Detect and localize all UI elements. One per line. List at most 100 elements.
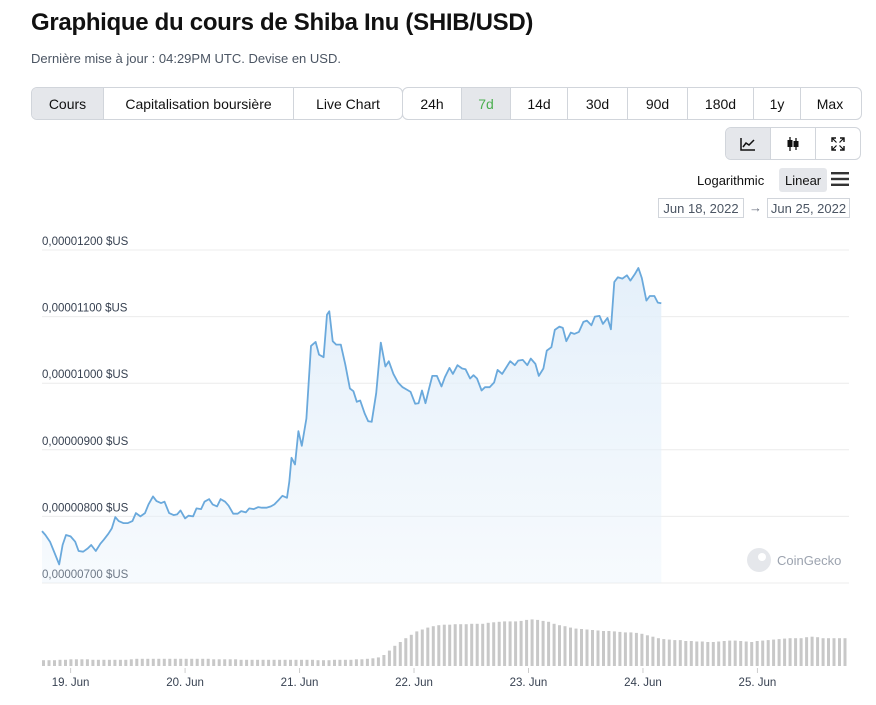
volume-bar [234, 659, 238, 666]
volume-bar [481, 623, 485, 666]
volume-bar [667, 639, 671, 666]
volume-bar [558, 625, 561, 666]
volume-bar [146, 658, 150, 666]
range-1y-button[interactable]: 1y [754, 88, 801, 119]
tab-price[interactable]: Cours [32, 88, 104, 119]
volume-bar [453, 624, 457, 666]
volume-bar [832, 638, 836, 666]
volume-bar [838, 638, 841, 666]
volume-bar [113, 659, 117, 666]
volume-bar [102, 659, 106, 666]
volume-bar [223, 659, 227, 666]
range-7d-button[interactable]: 7d [462, 88, 511, 119]
volume-bar [415, 631, 419, 666]
price-line [41, 267, 662, 566]
volume-bar [278, 659, 282, 666]
tab-live-chart[interactable]: Live Chart [316, 95, 380, 112]
volume-bar [338, 659, 342, 666]
volume-bar [239, 659, 243, 666]
range-30d-button[interactable]: 30d [568, 88, 628, 119]
range-180d-button[interactable]: 180d [688, 88, 754, 119]
volume-bar [514, 621, 518, 666]
volume-bar [228, 659, 232, 666]
volume-bar [74, 659, 78, 666]
range-max-button[interactable]: Max [816, 95, 844, 112]
volume-bar [794, 638, 798, 666]
volume-bar [503, 621, 507, 666]
y-tick-label: 0,00000900 $US [42, 436, 129, 448]
volume-bar [612, 631, 616, 666]
y-tick-label: 0,00001100 $US [42, 303, 128, 315]
volume-bar [118, 659, 122, 666]
volume-bar [398, 642, 402, 666]
volume-bar [739, 641, 743, 666]
volume-bar [195, 658, 199, 666]
volume-bar [409, 634, 413, 666]
volume-bar [404, 638, 408, 666]
volume-bar [190, 658, 194, 666]
volume-bar [173, 658, 177, 666]
volume-bar [305, 659, 309, 666]
volume-bar [618, 631, 622, 666]
volume-bar [574, 628, 578, 666]
volume-bar [437, 625, 441, 666]
volume-bar [733, 640, 737, 666]
linear-scale-toggle[interactable]: Linear [779, 168, 828, 192]
volume-bar [289, 659, 292, 666]
volume-bar [508, 621, 512, 666]
volume-bar [470, 623, 474, 666]
volume-bar [365, 658, 369, 666]
volume-bar [272, 659, 276, 666]
volume-bar [124, 659, 128, 666]
fullscreen-button[interactable] [816, 128, 860, 159]
volume-bar [311, 659, 314, 666]
volume-bar [343, 659, 347, 666]
menu-icon[interactable] [831, 171, 849, 187]
x-axis-labels: 19. Jun 20. Jun 21. Jun 22. Jun 23. Jun 24. J… [52, 668, 776, 689]
date-from-input[interactable]: Jun 18, 2022 [658, 198, 744, 218]
candlestick-chart-button[interactable] [771, 128, 816, 159]
volume-bar [662, 639, 666, 666]
volume-bar [80, 659, 84, 666]
volume-bar [541, 620, 545, 666]
volume-bar [695, 641, 699, 666]
volume-bar [91, 659, 95, 666]
logarithmic-scale-toggle[interactable]: Logarithmic [697, 172, 765, 188]
volume-bar [728, 640, 732, 666]
volume-bar [267, 659, 271, 666]
volume-bar [442, 624, 446, 666]
volume-bar [448, 624, 452, 666]
volume-bar [475, 623, 479, 666]
date-to-input[interactable]: Jun 25, 2022 [767, 198, 850, 218]
fullscreen-icon [831, 136, 845, 151]
range-24h-button[interactable]: 24h [403, 88, 462, 119]
range-90d-button[interactable]: 90d [628, 88, 688, 119]
last-updated-text: Dernière mise à jour : 04:29PM UTC. Devi… [31, 51, 341, 66]
volume-bar [563, 626, 567, 666]
volume-bar [580, 629, 583, 666]
tab-market-cap[interactable]: Capitalisation boursière [104, 88, 294, 119]
line-chart-button[interactable] [726, 128, 771, 159]
volume-bar [816, 637, 820, 666]
volume-bar [530, 619, 534, 666]
watermark-text: CoinGecko [777, 553, 841, 568]
volume-bar [327, 660, 331, 666]
volume-bar [651, 636, 655, 666]
volume-bar [755, 641, 759, 666]
volume-bar [135, 658, 139, 666]
volume-bar [212, 659, 216, 666]
volume-bar [656, 638, 660, 666]
x-tick-label: 23. Jun [510, 677, 548, 689]
volume-bar [843, 638, 847, 666]
volume-bar [821, 638, 825, 666]
candlestick-icon [787, 136, 799, 151]
coingecko-logo-eye [758, 553, 766, 561]
volume-bar [58, 659, 62, 666]
time-range-selector: 24h 7d 14d 30d 90d 180d 1y Max [402, 87, 862, 120]
x-tick-label: 20. Jun [166, 677, 204, 689]
range-14d-button[interactable]: 14d [511, 88, 568, 119]
volume-bar [245, 659, 249, 666]
volume-bar [376, 657, 380, 666]
volume-bar [711, 642, 715, 666]
